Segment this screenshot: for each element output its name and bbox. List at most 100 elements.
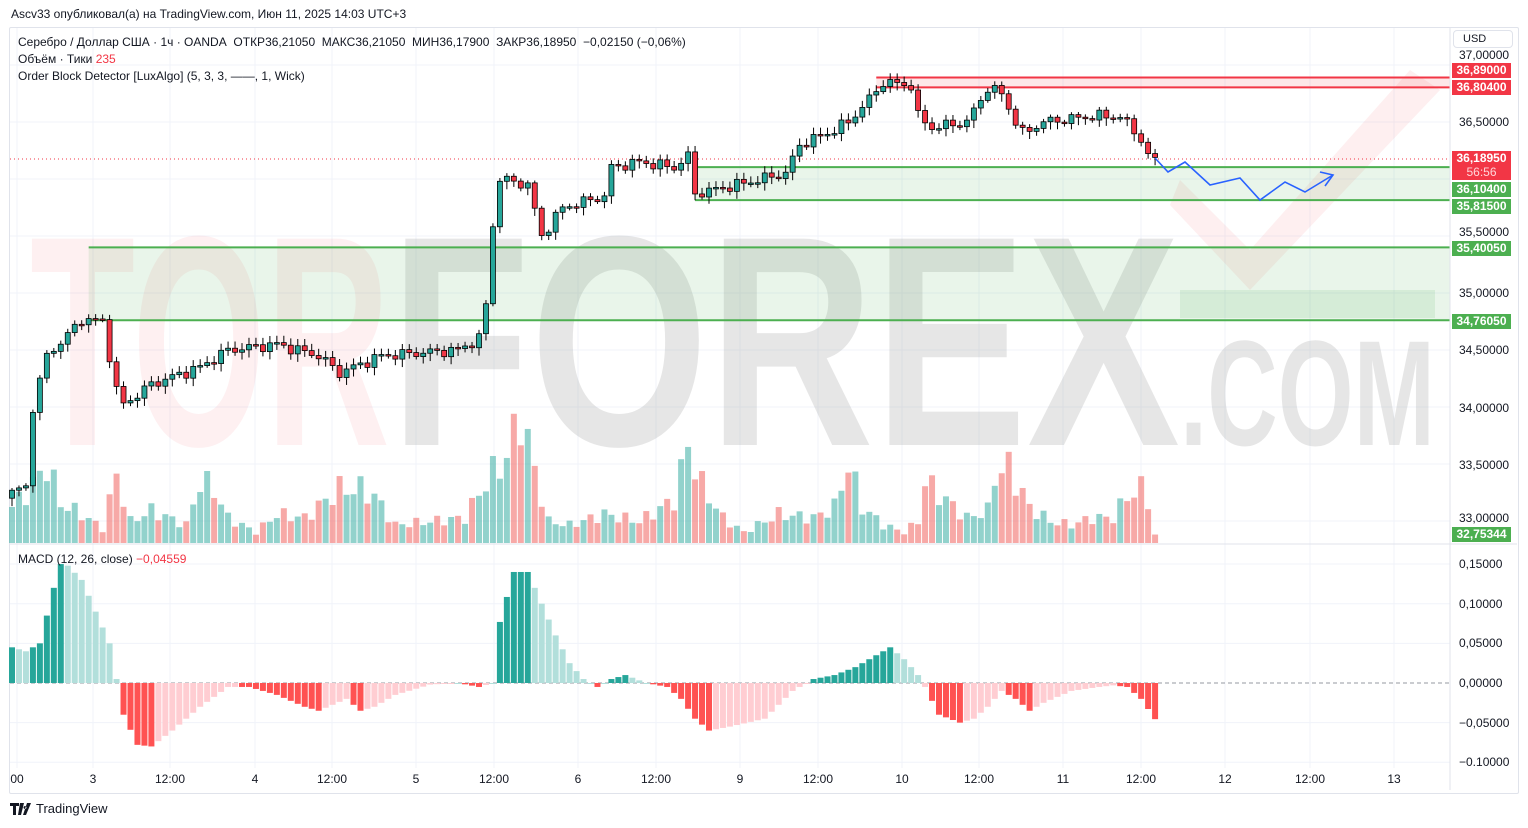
tradingview-logo-icon bbox=[10, 802, 31, 815]
volume-bar bbox=[134, 521, 141, 543]
candle-bullish bbox=[190, 366, 197, 379]
candle-bearish bbox=[929, 122, 935, 130]
macd-bar bbox=[657, 683, 664, 686]
macd-legend[interactable]: MACD (12, 26, close) −0,04559 bbox=[18, 552, 186, 566]
candle-bullish bbox=[524, 182, 531, 189]
candle-bullish bbox=[141, 385, 148, 399]
ohlc-change: −0,02150 (−0,06%) bbox=[583, 35, 686, 49]
macd-bar bbox=[1110, 683, 1117, 686]
candle-bearish bbox=[1089, 118, 1096, 121]
candle-bearish bbox=[622, 165, 629, 171]
price-tag: 56:56 bbox=[1452, 165, 1511, 180]
projection-arrow[interactable] bbox=[1154, 157, 1334, 202]
volume-bar bbox=[622, 512, 629, 543]
candle-bullish bbox=[852, 116, 859, 124]
candle-bullish bbox=[824, 134, 831, 137]
candle-bullish bbox=[496, 180, 503, 228]
macd-bar bbox=[9, 647, 15, 683]
candle-bullish bbox=[36, 377, 43, 413]
volume-bar bbox=[273, 518, 280, 543]
volume-bar bbox=[838, 490, 845, 543]
order-blocks bbox=[88, 76, 1450, 322]
candle-bullish bbox=[43, 352, 50, 379]
currency-button[interactable]: USD bbox=[1453, 30, 1513, 48]
candle-bearish bbox=[1131, 118, 1138, 135]
candle-bearish bbox=[517, 180, 524, 189]
volume-bar bbox=[211, 497, 218, 543]
macd-bar bbox=[385, 683, 392, 699]
volume-bar bbox=[343, 494, 350, 543]
candle-bullish bbox=[1033, 128, 1040, 132]
macd-bar bbox=[761, 683, 768, 719]
candle-bearish bbox=[1103, 109, 1110, 119]
volume-bar bbox=[252, 534, 259, 543]
volume-bar bbox=[538, 506, 545, 543]
macd-bar bbox=[420, 683, 427, 687]
candle-bullish bbox=[357, 362, 364, 366]
symbol-legend[interactable]: Серебро / Доллар США · 1ч · OANDA ОТКР36… bbox=[18, 35, 686, 49]
candle-bullish bbox=[350, 364, 357, 370]
volume-bar bbox=[218, 504, 225, 543]
macd-bar bbox=[956, 683, 963, 723]
volume-bar bbox=[15, 491, 22, 543]
volume-bar bbox=[266, 521, 273, 543]
macd-bar bbox=[573, 671, 580, 683]
macd-bar bbox=[43, 615, 50, 683]
macd-bar bbox=[455, 683, 462, 684]
time-axis-label: 6 bbox=[574, 772, 582, 786]
volume-bar bbox=[385, 522, 392, 543]
volume-bar bbox=[434, 515, 441, 543]
tradingview-brand[interactable]: TradingView bbox=[10, 801, 108, 816]
volume-bar bbox=[956, 519, 963, 543]
candle-bullish bbox=[246, 344, 252, 351]
macd-bar bbox=[852, 667, 859, 683]
volume-bar bbox=[482, 491, 489, 543]
volume-bar bbox=[580, 520, 587, 543]
candle-bullish bbox=[420, 352, 427, 357]
macd-bar bbox=[963, 683, 970, 721]
candle-bullish bbox=[559, 206, 566, 213]
macd-bar bbox=[1096, 683, 1103, 687]
volume-bar bbox=[894, 529, 901, 543]
macd-bar bbox=[1033, 683, 1040, 707]
indicator-legend[interactable]: Order Block Detector [LuxAlgo] (5, 3, 3,… bbox=[18, 69, 305, 83]
macd-axis-label: −0,05000 bbox=[1459, 715, 1510, 730]
candle-bearish bbox=[113, 361, 120, 387]
macd-bar bbox=[204, 683, 211, 702]
volume-bar bbox=[57, 507, 64, 543]
volume-bar bbox=[1047, 522, 1054, 543]
candle-bearish bbox=[768, 172, 775, 178]
macd-bar bbox=[991, 683, 998, 699]
volume-bar bbox=[232, 526, 239, 543]
macd-bar bbox=[252, 683, 259, 689]
volume-bar bbox=[845, 472, 852, 543]
candle-bullish bbox=[169, 374, 176, 380]
macd-bar bbox=[1131, 683, 1138, 693]
candle-bearish bbox=[998, 85, 1005, 95]
volume-bar bbox=[915, 524, 922, 543]
macd-bar bbox=[1026, 683, 1033, 711]
macd-bar bbox=[719, 683, 726, 728]
candle-bearish bbox=[901, 82, 908, 87]
volume-bar bbox=[9, 507, 15, 543]
macd-bar bbox=[922, 683, 929, 687]
candle-bullish bbox=[545, 231, 552, 236]
time-axis-label: 12:00 bbox=[316, 772, 348, 786]
macd-bar bbox=[22, 651, 29, 683]
candle-bullish bbox=[580, 196, 587, 208]
price-axis-label: 37,00000 bbox=[1459, 48, 1510, 62]
candle-bullish bbox=[1068, 114, 1075, 124]
macd-bar bbox=[343, 683, 350, 699]
candle-bullish bbox=[685, 151, 691, 164]
macd-bar bbox=[594, 683, 601, 687]
svg-text:TOR: TOR bbox=[30, 173, 390, 509]
volume-bar bbox=[789, 515, 796, 543]
volume-bar bbox=[726, 527, 733, 543]
macd-bar bbox=[176, 683, 183, 725]
volume-legend[interactable]: Объём · Тики 235 bbox=[18, 52, 116, 66]
macd-bar bbox=[970, 683, 977, 719]
macd-bar bbox=[364, 683, 371, 709]
macd-bar bbox=[50, 587, 57, 683]
macd-bar bbox=[692, 683, 699, 719]
